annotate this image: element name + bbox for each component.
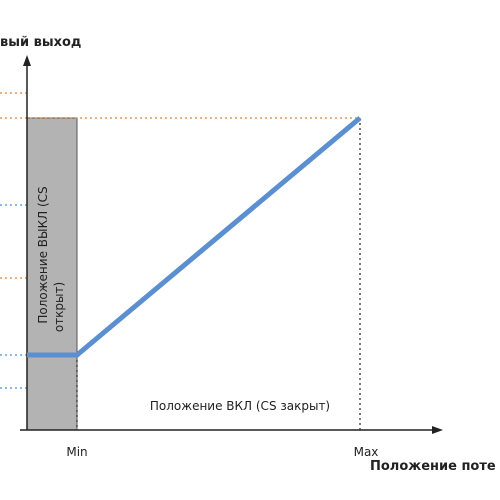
output-line — [27, 116, 362, 358]
y-arrow — [23, 55, 31, 66]
max-label: Max — [354, 445, 379, 459]
x-arrow — [432, 426, 443, 434]
off-label-line: открыт) — [52, 282, 66, 332]
guides — [0, 92, 361, 430]
x-label: Положение поте — [370, 459, 496, 474]
y-label: вый выход — [0, 35, 81, 50]
on-label: Положение ВКЛ (CS закрыт) — [150, 399, 330, 413]
off-label-line: Положение ВЫКЛ (CS — [36, 186, 50, 323]
min-label: Min — [66, 445, 87, 459]
off-label: Положение ВЫКЛ (CS открыт) — [36, 186, 66, 332]
off-region — [26, 117, 78, 431]
